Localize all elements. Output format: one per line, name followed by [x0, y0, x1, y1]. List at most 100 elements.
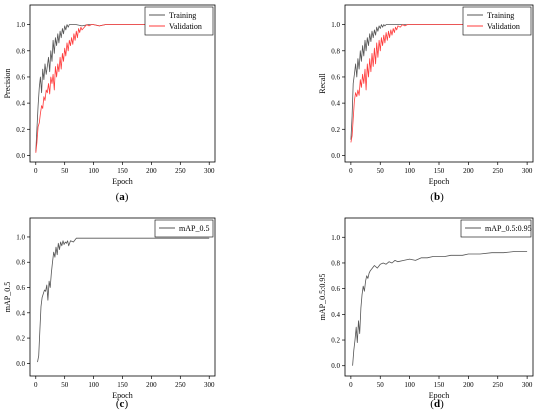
- x-tick-label: 250: [175, 381, 186, 389]
- x-tick-label: 150: [117, 167, 128, 175]
- y-axis-label: Recall: [318, 73, 327, 94]
- x-tick-label: 300: [522, 381, 533, 389]
- x-tick-label: 100: [404, 381, 415, 389]
- y-tick-label: 0.4: [331, 311, 340, 319]
- legend: mAP_0.5:0.95: [460, 219, 532, 238]
- y-tick-label: 1.0: [16, 21, 25, 29]
- x-tick-label: 200: [146, 381, 157, 389]
- panel-label-letter: c: [120, 398, 125, 410]
- x-tick-label: 150: [434, 167, 445, 175]
- y-tick-label: 1.0: [16, 233, 25, 241]
- panel-label-close: ): [124, 398, 128, 410]
- y-tick-label: 0.8: [16, 47, 25, 55]
- x-tick-label: 300: [204, 167, 215, 175]
- y-tick-label: 0.4: [16, 100, 25, 108]
- y-tick-label: 0.2: [16, 126, 25, 134]
- legend-box: [154, 219, 214, 238]
- x-tick-label: 150: [117, 381, 128, 389]
- legend-box: [460, 219, 532, 238]
- y-axis-label: mAP_0.5: [3, 282, 12, 312]
- y-tick-label: 0.0: [331, 362, 340, 370]
- legend-entry: Validation: [169, 22, 202, 31]
- x-tick-label: 300: [522, 167, 533, 175]
- series-line-training: [35, 24, 210, 152]
- panel-d: 0 50 100 150 200 250 300 0.0 0.2 0.4 0.6 0.8 1.0 Epoc…: [318, 217, 534, 410]
- panel-label: (d): [430, 398, 444, 410]
- y-tick-label: 0.0: [16, 360, 25, 368]
- x-tick-label: 0: [34, 167, 38, 175]
- panel-label: (b): [430, 191, 444, 203]
- x-tick-label: 200: [463, 381, 474, 389]
- y-tick-label: 0.2: [331, 337, 340, 345]
- x-tick-label: 0: [349, 381, 353, 389]
- y-axis-label: Precision: [3, 69, 12, 99]
- panel-label-close: ): [440, 191, 444, 203]
- x-tick-label: 50: [61, 167, 69, 175]
- panel-label: (a): [116, 191, 129, 203]
- legend-entry: Validation: [487, 22, 520, 31]
- y-tick-label: 0.0: [331, 152, 340, 160]
- x-axis-label: Epoch: [112, 177, 132, 186]
- panel-label-close: ): [440, 398, 444, 410]
- legend-box: [462, 6, 532, 36]
- x-tick-label: 100: [88, 167, 99, 175]
- x-tick-label: 50: [377, 167, 385, 175]
- legend-entry: Training: [169, 11, 196, 20]
- legend-entry: mAP_0.5:0.95: [485, 224, 532, 233]
- panel-label-letter: b: [434, 191, 440, 203]
- y-tick-label: 1.0: [331, 234, 340, 242]
- x-tick-label: 50: [377, 381, 385, 389]
- y-tick-label: 0.2: [16, 335, 25, 343]
- panel-label: (c): [116, 398, 129, 410]
- panel-a: 0 50 100 150 200 250 300 0.0 0.2 0.4 0.6 0.8 1.0 Epoc…: [3, 4, 216, 203]
- y-tick-label: 0.4: [331, 100, 340, 108]
- x-tick-label: 250: [493, 167, 504, 175]
- y-tick-label: 0.6: [331, 285, 340, 293]
- x-tick-label: 200: [146, 167, 157, 175]
- panel-b: 0 50 100 150 200 250 300 0.0 0.2 0.4 0.6 0.8 1.0 Epoc…: [318, 4, 534, 203]
- x-axis-label: Epoch: [429, 177, 449, 186]
- x-tick-label: 100: [404, 167, 415, 175]
- series-line-map-0-5-0-95: [352, 250, 528, 366]
- x-axis-label: Epoch: [112, 391, 132, 400]
- x-tick-label: 150: [434, 381, 445, 389]
- plot-frame: [344, 217, 534, 377]
- y-tick-label: 1.0: [331, 21, 340, 29]
- y-tick-label: 0.6: [331, 73, 340, 81]
- y-tick-label: 0.8: [16, 259, 25, 267]
- panel-label-letter: d: [434, 398, 440, 410]
- legend-entry: Training: [487, 11, 514, 20]
- y-tick-label: 0.6: [16, 284, 25, 292]
- panel-label-open: (: [116, 398, 120, 410]
- legend: Training Validation: [462, 6, 532, 36]
- x-axis-label: Epoch: [429, 391, 449, 400]
- y-tick-label: 0.8: [331, 47, 340, 55]
- x-tick-label: 50: [61, 381, 69, 389]
- legend: Training Validation: [144, 6, 214, 36]
- panel-label-open: (: [116, 191, 120, 203]
- legend: mAP_0.5: [154, 219, 214, 238]
- plot-frame: [29, 217, 216, 377]
- x-tick-label: 300: [204, 381, 215, 389]
- y-tick-label: 0.4: [16, 309, 25, 317]
- y-tick-label: 0.6: [16, 73, 25, 81]
- x-tick-label: 200: [463, 167, 474, 175]
- series-line-validation: [35, 24, 210, 153]
- panel-c: 0 50 100 150 200 250 300 0.0 0.2 0.4 0.6 0.8 1.0 Epoc…: [3, 217, 216, 410]
- legend-entry: mAP_0.5: [179, 224, 209, 233]
- x-tick-label: 250: [175, 167, 186, 175]
- x-tick-label: 0: [34, 381, 38, 389]
- legend-box: [144, 6, 214, 36]
- series-line-map-0-5: [37, 237, 210, 363]
- series-line-validation: [350, 24, 528, 143]
- panel-label-close: ): [125, 191, 129, 203]
- x-tick-label: 250: [493, 381, 504, 389]
- series-line-training: [350, 24, 528, 140]
- panel-label-open: (: [430, 191, 434, 203]
- panel-label-open: (: [430, 398, 434, 410]
- y-tick-label: 0.0: [16, 152, 25, 160]
- x-tick-label: 0: [349, 167, 353, 175]
- y-tick-label: 0.8: [331, 259, 340, 267]
- x-tick-label: 100: [88, 381, 99, 389]
